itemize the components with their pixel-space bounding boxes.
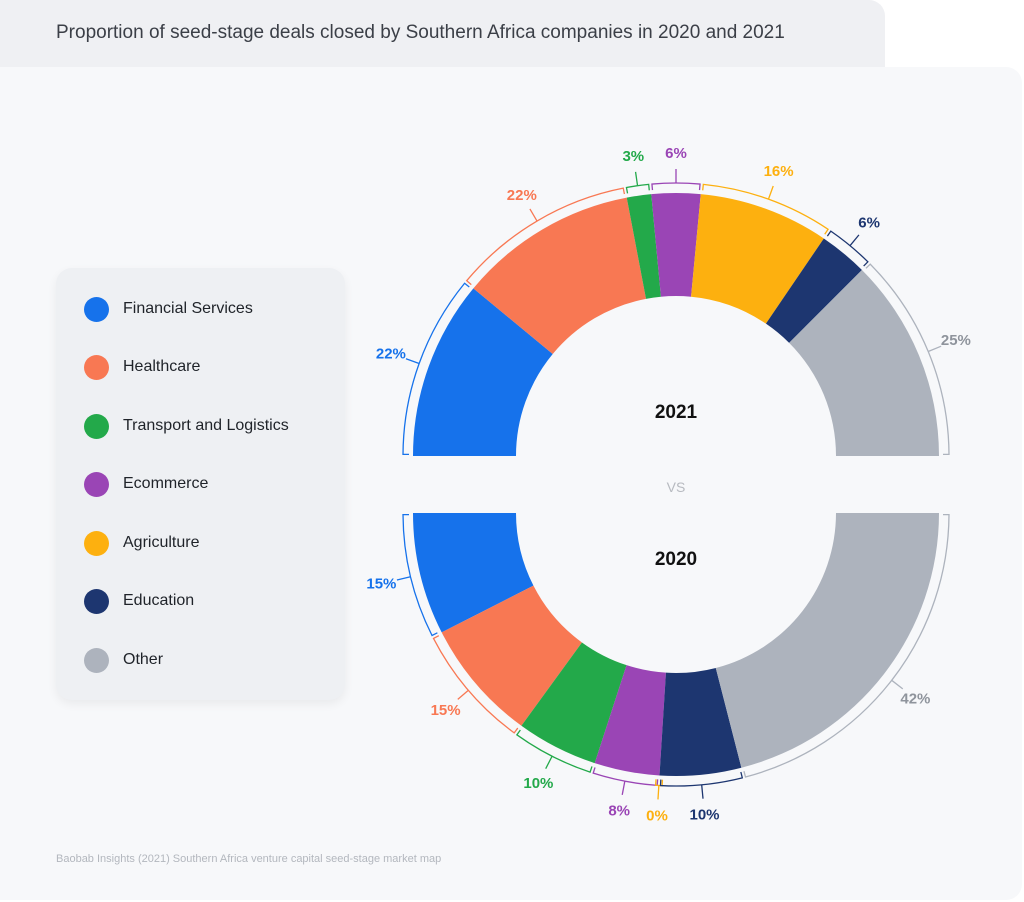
data-label-2020-healthcare: 15% xyxy=(431,702,461,719)
data-label-2021-education: 6% xyxy=(858,215,880,232)
data-label-2020-agriculture: 0% xyxy=(646,807,668,824)
legend-label: Education xyxy=(123,592,195,609)
segment-2020-education xyxy=(659,667,742,776)
leader-tick-2020-transport-and-logistics xyxy=(545,755,553,770)
segment-2021-agriculture xyxy=(691,194,824,324)
legend-swatch xyxy=(84,647,109,673)
leader-tick-2021-transport-and-logistics xyxy=(634,171,639,186)
leader-tick-2020-other xyxy=(891,679,904,690)
leader-lines xyxy=(396,169,950,800)
segment-2021-other xyxy=(789,270,939,456)
legend-item-transport-and-logistics: Transport and Logistics xyxy=(84,413,289,439)
leader-bracket-2020-agriculture xyxy=(654,779,664,787)
data-label-2020-education: 10% xyxy=(689,807,719,824)
leader-bracket-2021-transport-and-logistics xyxy=(625,183,650,194)
legend-label: Other xyxy=(123,651,164,668)
leader-tick-2021-education xyxy=(849,234,860,247)
legend-label: Transport and Logistics xyxy=(123,417,289,434)
legend-swatch xyxy=(84,413,109,439)
data-label-2020-other: 42% xyxy=(900,691,930,708)
segments xyxy=(413,193,939,776)
chart-title: Proportion of seed-stage deals closed by… xyxy=(56,22,785,43)
segment-2020-other xyxy=(715,513,939,768)
legend: Financial Services Healthcare Transport … xyxy=(56,268,345,700)
legend-swatch xyxy=(84,296,109,322)
legend-swatch xyxy=(84,354,109,380)
leader-tick-2021-healthcare xyxy=(529,208,538,222)
data-label-2020-ecommerce: 8% xyxy=(608,803,630,820)
data-labels: 22% 22% 3% 6% 16% 6% 25% 15% 15% 10% 8% 0% 10% 42% xyxy=(366,145,971,824)
segment-2020-ecommerce xyxy=(594,665,666,776)
title-bar: Proportion of seed-stage deals closed by… xyxy=(0,0,885,67)
data-label-2021-other: 25% xyxy=(941,332,971,349)
leader-tick-2021-other xyxy=(927,345,942,353)
leader-bracket-2021-agriculture xyxy=(702,183,829,235)
leader-tick-2020-ecommerce xyxy=(621,781,626,796)
segment-2020-healthcare xyxy=(441,585,582,726)
vs-label: VS xyxy=(667,479,686,495)
legend-swatch xyxy=(84,530,109,556)
source-note: Baobab Insights (2021) Southern Africa v… xyxy=(56,853,442,865)
legend-item-ecommerce: Ecommerce xyxy=(84,471,208,497)
data-label-2020-financial-services: 15% xyxy=(366,576,396,593)
segment-2020-financial-services xyxy=(413,513,534,633)
legend-label: Financial Services xyxy=(123,300,253,317)
segment-2021-healthcare xyxy=(473,197,647,355)
legend-item-education: Education xyxy=(84,588,194,614)
data-label-2021-transport-and-logistics: 3% xyxy=(622,148,644,165)
data-label-2021-healthcare: 22% xyxy=(507,187,537,204)
legend-item-financial-services: Financial Services xyxy=(84,296,253,322)
leader-tick-2020-education xyxy=(701,784,704,799)
segment-2021-financial-services xyxy=(413,288,553,456)
leader-bracket-2021-education xyxy=(826,230,869,267)
segment-2021-education xyxy=(765,238,862,343)
data-label-2021-financial-services: 22% xyxy=(376,345,406,362)
legend-item-healthcare: Healthcare xyxy=(84,354,200,380)
leader-bracket-2020-financial-services xyxy=(402,513,438,637)
leader-tick-2021-agriculture xyxy=(767,185,774,200)
legend-label: Ecommerce xyxy=(123,475,209,492)
data-label-2020-transport-and-logistics: 10% xyxy=(523,775,553,792)
center-label-2020: 2020 xyxy=(655,549,697,570)
segment-2021-transport-and-logistics xyxy=(626,194,661,299)
data-label-2021-ecommerce: 6% xyxy=(665,145,687,162)
legend-swatch xyxy=(84,588,109,614)
legend-item-other: Other xyxy=(84,647,163,673)
center-label-2021: 2021 xyxy=(655,402,698,423)
leader-tick-2020-agriculture xyxy=(657,785,660,800)
legend-label: Agriculture xyxy=(123,534,200,551)
segment-2020-transport-and-logistics xyxy=(521,642,627,764)
legend-swatch xyxy=(84,471,109,497)
leader-tick-2021-financial-services xyxy=(405,358,420,365)
leader-tick-2020-healthcare xyxy=(457,689,469,700)
legend-item-agriculture: Agriculture xyxy=(84,530,199,556)
leader-tick-2020-financial-services xyxy=(396,576,411,581)
legend-label: Healthcare xyxy=(123,358,201,375)
segment-2021-ecommerce xyxy=(651,193,701,297)
leader-bracket-2021-ecommerce xyxy=(651,182,701,191)
data-label-2021-agriculture: 16% xyxy=(764,163,794,180)
